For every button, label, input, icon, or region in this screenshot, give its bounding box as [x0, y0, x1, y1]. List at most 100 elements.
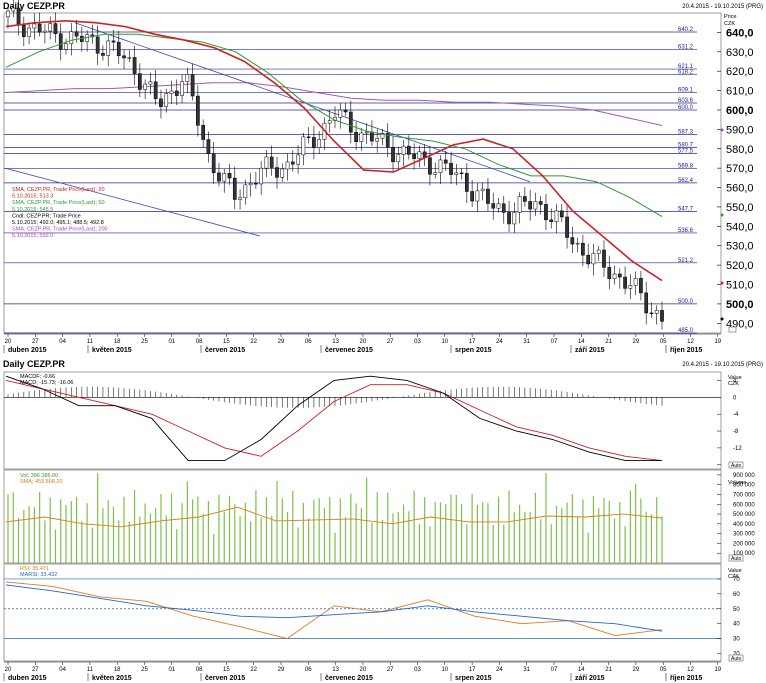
x-tick-label: 27: [32, 339, 39, 345]
macd-legend-entry: MACDF; -0.66: [20, 374, 55, 380]
volume-axis: 900 000 800 000 700 000 600 000 500 000 400 0…: [717, 473, 755, 557]
price-legend-entry: 5.10.2015; 513.3: [12, 194, 53, 200]
candle-body: [654, 310, 659, 314]
level-label: 577.5: [678, 149, 694, 155]
price-tick-label: 520,0: [726, 260, 754, 272]
close-marker: [720, 317, 724, 321]
macd-auto-label[interactable]: Auto: [731, 463, 742, 469]
candle-body: [343, 109, 348, 113]
x-tick-label: 25: [141, 667, 148, 673]
month-label: srpen 2015: [455, 675, 492, 682]
macd-lines: [5, 375, 663, 462]
candle-body: [475, 190, 480, 202]
candle-body: [480, 188, 485, 192]
candle-body: [454, 172, 459, 175]
price-legend-entry: 5.10.2015; 492.0; 495.1; 488.5; 492.8: [12, 220, 104, 226]
candle-body: [465, 173, 469, 192]
x-tick-label: 27: [387, 339, 394, 345]
month-label: květen 2015: [92, 675, 132, 682]
price-tick-label: 570,0: [726, 163, 754, 175]
macd-tick-label: -12: [733, 446, 742, 452]
x-tick-label: 17: [469, 667, 476, 673]
candle-body: [48, 23, 53, 32]
macd-auto-button[interactable]: [728, 461, 744, 469]
candle-body: [127, 57, 132, 59]
candle-body: [196, 95, 200, 126]
rsi-legend-entry: RSI; 35.471: [20, 566, 49, 572]
rsi-auto-button[interactable]: [728, 654, 744, 662]
candle-body: [443, 159, 448, 164]
x-tick-label: 07: [551, 339, 558, 345]
month-label: říjen 2015: [670, 347, 702, 354]
candle-body: [27, 27, 31, 37]
candle-body: [21, 24, 26, 37]
volume-legend-entry: SMA; 459 868.20: [20, 479, 63, 485]
candle-body: [132, 57, 137, 74]
x-tick-label: 05: [660, 667, 667, 673]
x-tick-label: 08: [196, 339, 203, 345]
candle-body: [660, 310, 664, 322]
date-range-2: 20.4.2015 - 19.10.2015 (PRG): [682, 362, 763, 368]
candle-body: [85, 34, 89, 42]
candle-body: [612, 273, 617, 279]
auto-scale-button[interactable]: [728, 326, 737, 333]
candle-body: [95, 36, 100, 54]
candle-body: [254, 183, 258, 185]
level-label: 621.1: [678, 64, 694, 70]
candle-body: [501, 203, 506, 213]
candle-body: [174, 90, 179, 96]
candle-body: [607, 267, 612, 279]
x-tick-label: 29: [278, 667, 285, 673]
candle-body: [190, 74, 195, 97]
candle-body: [201, 125, 205, 140]
x-tick-label: 12: [687, 667, 694, 673]
volume-tick-label: 900 000: [733, 473, 755, 479]
rsi-tick-label: 70: [733, 577, 740, 583]
candle-body: [301, 136, 306, 156]
volume-auto-label[interactable]: Auto: [731, 556, 742, 562]
x-tick-label: 14: [578, 339, 585, 345]
candle-body: [491, 203, 496, 209]
price-tick-label: 550,0: [726, 202, 754, 214]
rsi-auto-label[interactable]: Auto: [731, 656, 742, 662]
trendline: [4, 22, 531, 237]
candle-body: [159, 98, 163, 107]
volume-tick-label: 300 000: [733, 532, 755, 538]
candle-body: [238, 197, 242, 200]
x-axis-bottom: 20 27 04 11 18 25 01 08 15 22 29 06 13 20 27 03 10 17 24 31…: [3, 661, 722, 682]
candle-body: [575, 242, 580, 245]
x-tick-label: 20: [360, 339, 367, 345]
volume-auto-button[interactable]: [728, 554, 744, 562]
x-tick-label: 03: [414, 339, 421, 345]
volume-sma-path: [5, 506, 663, 528]
candle-body: [222, 173, 227, 182]
rsi-tick-label: 40: [733, 622, 740, 628]
candle-body: [644, 292, 649, 314]
candle-body: [517, 196, 522, 213]
sma-200-line: [5, 82, 663, 126]
price-axis: 640,0 630,0 620,0 610,0 600,0 590,0 580,0 570,0…: [717, 27, 754, 330]
price-tick-label: 620,0: [726, 66, 754, 78]
candle-body: [370, 131, 374, 142]
candle-body: [180, 81, 184, 96]
candle-body: [211, 153, 216, 174]
candle-body: [43, 30, 47, 33]
candle-body: [412, 154, 416, 159]
candle-body: [649, 312, 654, 314]
candle-body: [623, 276, 627, 289]
x-tick-label: 22: [250, 667, 257, 673]
sma-50-line: [5, 33, 663, 218]
volume-tick-label: 100 000: [733, 551, 755, 557]
candle-body: [338, 109, 343, 118]
candle-body: [617, 273, 622, 278]
macd-histogram: [4, 386, 721, 408]
trendline-2: [4, 167, 261, 237]
macdf-path: [5, 379, 663, 462]
x-tick-label: 13: [332, 339, 339, 345]
candle-body: [565, 216, 569, 238]
x-tick-label: 29: [278, 339, 285, 345]
level-label: 536.6: [678, 228, 694, 234]
candle-body: [169, 90, 174, 94]
